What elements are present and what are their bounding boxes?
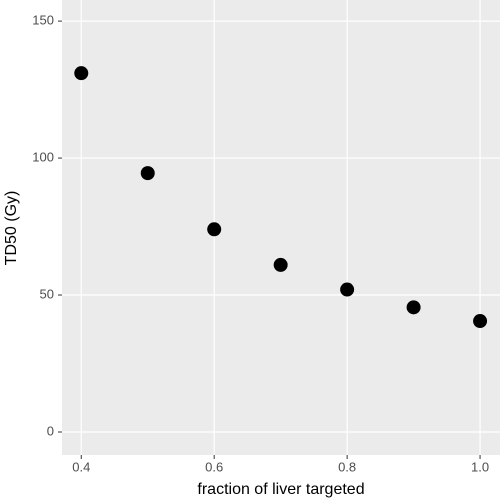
x-tick-label: 0.4: [72, 459, 90, 474]
y-tick-label: 50: [40, 286, 54, 301]
panel: [62, 0, 500, 455]
x-tick-label: 0.6: [205, 459, 223, 474]
point: [473, 314, 488, 329]
point: [207, 222, 222, 237]
y-tick-label: 100: [32, 149, 54, 164]
point: [273, 257, 288, 272]
y-tick-label: 150: [32, 13, 54, 28]
y-axis-title: TD50 (Gy): [3, 191, 20, 266]
point: [340, 282, 355, 297]
x-axis-title: fraction of liver targeted: [197, 481, 364, 498]
point: [406, 300, 421, 315]
point: [140, 166, 155, 181]
x-tick-label: 0.8: [338, 459, 356, 474]
x-tick-label: 1.0: [471, 459, 489, 474]
point: [74, 66, 89, 81]
y-tick-label: 0: [47, 423, 54, 438]
